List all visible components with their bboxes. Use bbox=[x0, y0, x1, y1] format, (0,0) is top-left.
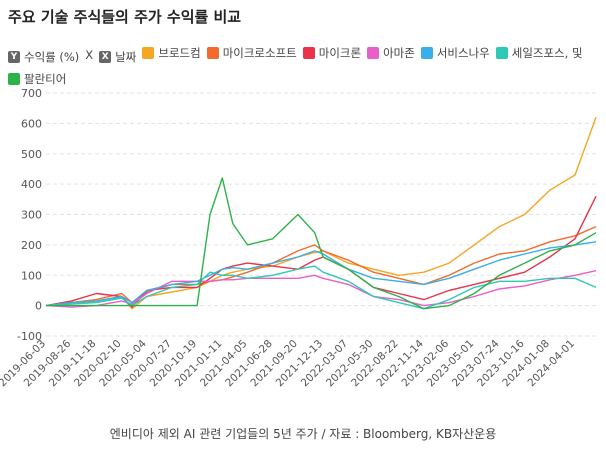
legend-series-1[interactable]: 마이크로소프트 bbox=[206, 42, 297, 64]
series-line-3 bbox=[45, 270, 597, 308]
legend-swatch: Y bbox=[8, 51, 20, 63]
legend-series-4[interactable]: 서비스나우 bbox=[420, 42, 490, 64]
legend-series-2[interactable]: 마이크론 bbox=[302, 42, 362, 64]
y-tick-label: 300 bbox=[21, 209, 42, 222]
y-tick-label: 0 bbox=[35, 300, 42, 313]
legend-swatch bbox=[495, 47, 508, 59]
legend-label: 마이크로소프트 bbox=[222, 46, 297, 60]
y-tick-label: 100 bbox=[21, 269, 42, 282]
series-line-5 bbox=[45, 265, 597, 310]
series-line-4 bbox=[45, 241, 597, 307]
source-caption: 엔비디아 제외 AI 관련 기업들의 5년 주가 / 자료 : Bloomber… bbox=[109, 427, 497, 441]
legend-label: 수익률 (%) bbox=[24, 50, 80, 64]
legend-swatch bbox=[367, 47, 380, 59]
y-tick-label: 400 bbox=[21, 178, 42, 191]
legend-series-5[interactable]: 세일즈포스, 및 bbox=[495, 42, 583, 64]
legend-swatch bbox=[302, 47, 315, 59]
legend-axis-item-2[interactable]: X 날짜 bbox=[99, 46, 136, 68]
legend-swatch: X bbox=[99, 51, 112, 63]
legend-label: 팔란티어 bbox=[24, 72, 67, 86]
chart-title: 주요 기술 주식들의 주가 수익률 비교 bbox=[8, 8, 242, 26]
legend-label: 마이크론 bbox=[318, 46, 362, 60]
legend-label: 세일즈포스, 및 bbox=[511, 46, 583, 60]
y-tick-label: 200 bbox=[21, 239, 42, 252]
legend-series-3[interactable]: 아마존 bbox=[367, 42, 415, 64]
y-tick-label: 500 bbox=[21, 148, 42, 161]
y-tick-label: -100 bbox=[17, 330, 42, 343]
y-tick-label: 600 bbox=[21, 117, 42, 130]
legend-label: 아마존 bbox=[383, 46, 415, 60]
legend-swatch bbox=[142, 47, 155, 59]
legend-axis-item-0[interactable]: Y 수익률 (%) bbox=[8, 46, 79, 68]
legend: Y 수익률 (%) X X 날짜 브로드컴 마이크로소프트 마이크론 아마존 서비스나우 세일즈포스… bbox=[8, 42, 598, 92]
y-tick-label: 700 bbox=[21, 87, 42, 100]
legend-label: 날짜 bbox=[115, 50, 137, 64]
legend-label: X bbox=[85, 48, 94, 62]
legend-swatch bbox=[8, 73, 20, 85]
legend-swatch bbox=[420, 47, 433, 59]
legend-series-6[interactable]: 팔란티어 bbox=[8, 68, 66, 90]
series-line-0 bbox=[45, 117, 597, 310]
legend-series-0[interactable]: 브로드컴 bbox=[142, 42, 201, 64]
legend-axis-item-1[interactable]: X bbox=[85, 44, 93, 66]
legend-label: 서비스나우 bbox=[436, 46, 490, 60]
legend-label: 브로드컴 bbox=[158, 46, 201, 60]
legend-swatch bbox=[206, 47, 219, 59]
series-line-6 bbox=[46, 177, 597, 310]
series-line-1 bbox=[45, 225, 597, 307]
